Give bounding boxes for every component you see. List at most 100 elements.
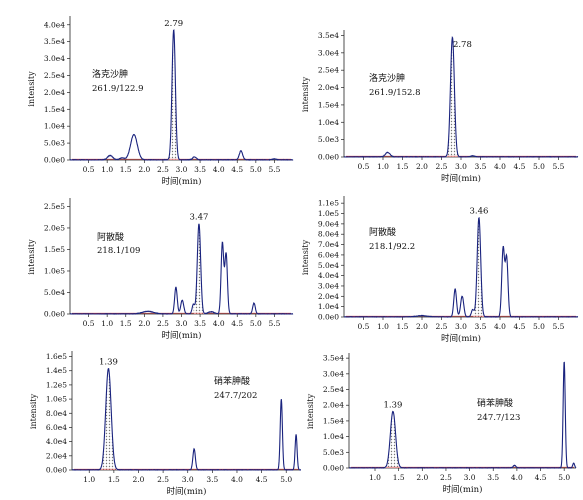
x-tick-label: 2.0 [416, 162, 428, 171]
x-tick-label: 5.0 [250, 319, 262, 328]
y-tick-label: 6.0e4 [318, 250, 339, 259]
x-tick-label: 2.0 [416, 322, 428, 331]
x-tick-label: 0.5 [83, 165, 95, 174]
x-tick-label: 3.0 [455, 322, 467, 331]
x-tick-label: 1.5 [397, 162, 409, 171]
x-tick-label: 1.0 [377, 162, 389, 171]
panel-2: 0.0e0 5.0e3 1.0e4 1.5e4 2.0e4 2.5e4 3.0e4 3.5e4… [301, 30, 579, 184]
y-tick-label: 5.0e3 [323, 448, 344, 457]
y-tick-label: 2.5e4 [318, 66, 339, 75]
y-tick-label: 1.2e5 [46, 380, 67, 389]
y-tick-label: 2.0e4 [323, 401, 344, 410]
y-tick-label: 0.0e0 [323, 464, 344, 473]
panel-5: 0.0e0 2.0e4 4.0e4 6.0e4 8.0e4 1.0e5 1.2e5 1.4e5… [29, 351, 302, 497]
x-tick-label: 5.5 [268, 319, 280, 328]
compound-name: 阿散酸 [97, 231, 124, 243]
chromatogram-trace [71, 368, 302, 471]
x-tick-label: 2.0 [133, 475, 145, 484]
y-tick-label: 3.5e4 [44, 37, 65, 46]
y-tick-label: 1.5e5 [44, 245, 65, 254]
panel-6: 0.0e0 5.0e3 1.0e4 1.5e4 2.0e4 2.5e4 3.0e4 3.5e4… [306, 353, 577, 495]
y-axis-label: intensity [27, 71, 36, 107]
x-axis-label: 时间(min) [167, 486, 207, 497]
x-tick-label: 1.5 [397, 322, 409, 331]
y-tick-label: 3.5e4 [318, 31, 339, 40]
x-tick-label: 4.5 [256, 475, 268, 484]
y-tick-label: 5.0e3 [44, 139, 65, 148]
x-tick-label: 2.0 [416, 473, 428, 482]
y-tick-label: 3.0e4 [323, 369, 344, 378]
x-tick-label: 2.5 [436, 162, 448, 171]
x-tick-label: 5.0 [280, 475, 292, 484]
peak-area [384, 411, 402, 468]
y-tick-label: 1.6e5 [46, 352, 67, 361]
x-tick-label: 1.0 [369, 473, 381, 482]
x-tick-label: 2.5 [157, 475, 169, 484]
chromatogram-trace [69, 29, 294, 161]
x-axis-label: 时间(min) [441, 173, 481, 184]
y-tick-label: 1.4e5 [46, 366, 67, 375]
x-tick-label: 2.5 [157, 319, 169, 328]
y-tick-label: 2.0e4 [318, 292, 339, 301]
x-tick-label: 4.0 [494, 162, 506, 171]
y-tick-label: 7.0e4 [318, 240, 339, 249]
x-tick-label: 5.5 [553, 322, 565, 331]
x-tick-label: 1.0 [377, 322, 389, 331]
x-tick-label: 3.5 [194, 165, 206, 174]
peak-rt-label: 1.39 [384, 401, 403, 411]
ion-transition: 247.7/123 [477, 413, 520, 423]
x-tick-label: 3.0 [464, 473, 476, 482]
x-axis-label: 时间(min) [441, 333, 481, 344]
ion-transition: 261.9/152.8 [369, 88, 421, 98]
x-tick-label: 2.5 [440, 473, 452, 482]
compound-name: 洛克沙胂 [369, 72, 405, 84]
x-axis-label: 时间(min) [162, 176, 202, 187]
y-tick-label: 1.1e5 [318, 199, 339, 208]
y-tick-label: 0.0e0 [44, 310, 65, 319]
y-tick-label: 2.5e4 [44, 71, 65, 80]
y-axis-label: intensity [27, 239, 36, 275]
ion-transition: 218.1/109 [97, 246, 140, 256]
x-tick-label: 0.5 [358, 162, 370, 171]
x-tick-label: 0.5 [83, 319, 95, 328]
x-tick-label: 1.0 [83, 475, 95, 484]
x-tick-label: 1.0 [101, 319, 113, 328]
x-tick-label: 3.0 [176, 319, 188, 328]
x-tick-label: 0.5 [358, 322, 370, 331]
x-tick-label: 4.5 [535, 473, 547, 482]
peak-rt-label: 1.39 [99, 358, 118, 368]
x-tick-label: 1.5 [108, 475, 120, 484]
y-tick-label: 0.0e0 [46, 466, 67, 475]
y-tick-label: 5.0e4 [44, 288, 65, 297]
y-tick-label: 3.0e4 [318, 281, 339, 290]
x-tick-label: 3.0 [176, 165, 188, 174]
y-tick-label: 1.0e5 [318, 209, 339, 218]
x-tick-label: 3.5 [194, 319, 206, 328]
y-tick-label: 8.0e4 [318, 230, 339, 239]
y-tick-label: 4.0e4 [46, 437, 67, 446]
y-tick-label: 5.0e3 [318, 135, 339, 144]
y-tick-label: 2.5e5 [44, 202, 65, 211]
y-tick-label: 4.0e4 [318, 271, 339, 280]
y-tick-label: 2.0e4 [46, 451, 67, 460]
y-tick-label: 1.0e5 [44, 266, 65, 275]
y-tick-label: 3.5e4 [323, 354, 344, 363]
x-tick-label: 4.5 [514, 162, 526, 171]
x-tick-label: 5.5 [268, 165, 280, 174]
y-tick-label: 1.5e4 [323, 416, 344, 425]
x-tick-label: 3.5 [475, 162, 487, 171]
x-tick-label: 2.0 [138, 319, 150, 328]
compound-name: 硝苯胂酸 [214, 375, 250, 387]
chromatogram-trace [70, 223, 294, 315]
x-tick-label: 3.5 [475, 322, 487, 331]
compound-name: 阿散酸 [369, 226, 396, 238]
x-tick-label: 5.0 [533, 322, 545, 331]
y-tick-label: 3.0e4 [44, 54, 65, 63]
compound-name: 洛克沙胂 [92, 68, 128, 80]
y-tick-label: 4.0e4 [44, 20, 65, 29]
peak-rt-label: 3.46 [469, 207, 488, 217]
peak-area [99, 368, 118, 470]
y-tick-label: 2.0e5 [44, 223, 65, 232]
